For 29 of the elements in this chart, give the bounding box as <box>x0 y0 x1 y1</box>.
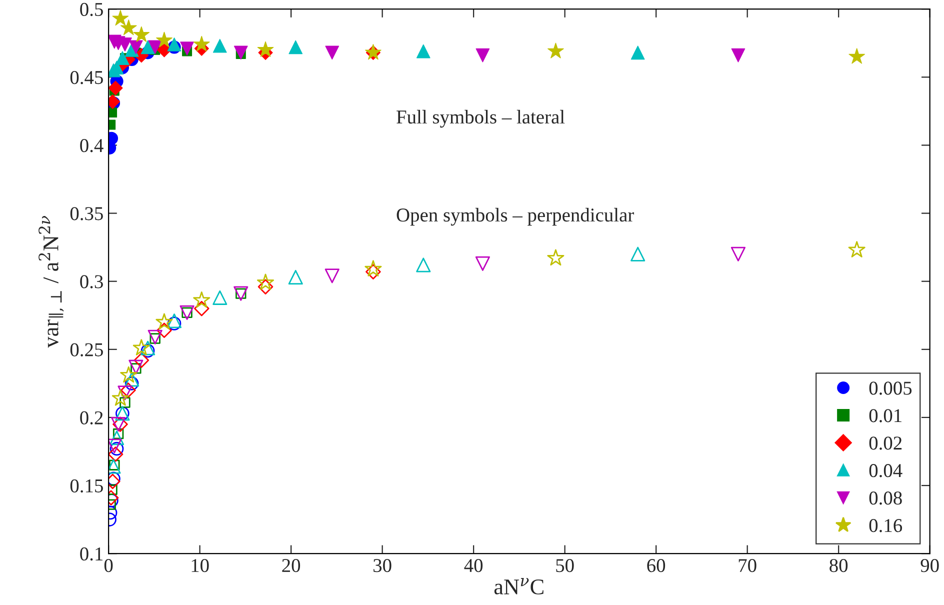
legend-label: 0.01 <box>869 409 902 422</box>
x-tick-label: 20 <box>282 559 300 572</box>
x-tick-label: 90 <box>920 559 939 572</box>
y-tick-label: 0.25 <box>70 343 103 356</box>
x-tick-label: 40 <box>464 559 483 572</box>
y-axis-title: var$_{∥,⊥}$ / a$^{2}$N$^{2ν}$ <box>38 216 64 348</box>
y-tick-label: 0.35 <box>70 207 103 220</box>
x-tick-label: 70 <box>738 559 756 572</box>
legend-label: 0.005 <box>869 382 912 395</box>
annotation: Full symbols – lateral <box>396 110 565 128</box>
y-tick-label: 0.5 <box>80 2 103 16</box>
x-tick-label: 80 <box>830 559 848 572</box>
x-tick-label: 60 <box>647 559 666 572</box>
legend-label: 0.16 <box>869 519 902 532</box>
x-tick-label: 50 <box>556 559 574 572</box>
annotation: Open symbols – perpendicular <box>396 208 634 226</box>
x-tick-label: 10 <box>192 559 209 572</box>
y-tick-label: 0.2 <box>80 411 103 424</box>
legend-label: 0.08 <box>869 492 902 505</box>
legend-label: 0.02 <box>869 436 902 450</box>
x-tick-label: 30 <box>374 559 392 572</box>
y-tick-label: 0.3 <box>80 275 103 288</box>
y-tick-label: 0.45 <box>70 70 103 84</box>
x-axis-title: aN$^{ν}$C <box>494 578 544 594</box>
legend-label: 0.04 <box>869 464 902 478</box>
y-tick-label: 0.15 <box>70 479 103 493</box>
x-tick-label: 0 <box>104 559 113 572</box>
y-tick-label: 0.1 <box>80 547 103 561</box>
y-tick-label: 0.4 <box>80 139 104 152</box>
